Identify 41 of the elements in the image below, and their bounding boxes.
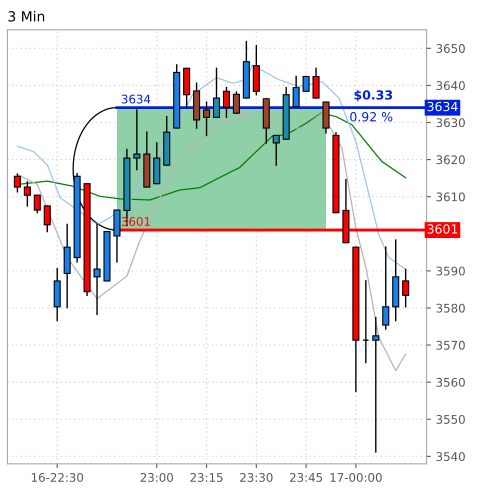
y-tick-label: 3580 [436,304,465,313]
x-tick-label: 23:15 [190,472,223,482]
x-tick-label: 23:30 [240,472,273,482]
candlestick [382,246,390,330]
candlestick [133,109,140,170]
text: 3634 [122,94,150,104]
candlestick [232,91,240,114]
candlestick [222,86,230,118]
annotation: $0.33 [354,90,392,102]
x-tick-label: 17-00:00 [330,472,382,482]
candlestick [312,68,320,99]
ref-line-label: 3601 [428,224,458,234]
ref-line-label: 3634 [428,102,458,112]
candlestick [44,205,51,232]
chart-title: 3 Min [8,10,44,22]
y-tick-label: 3570 [436,340,465,350]
candlestick [402,268,410,308]
candlestick [272,134,280,166]
y-tick-label: 3630 [436,118,465,128]
line-series [16,64,406,270]
candlestick [212,68,220,118]
candlestick [203,101,210,136]
candlestick [372,316,380,453]
candlestick [14,173,21,193]
y-tick-label: 3640 [436,81,465,90]
y-tick-label: 3540 [436,452,465,461]
y-tick-label: 3590 [436,266,465,276]
candlestick [363,280,369,364]
y-tick-label: 3620 [436,155,465,164]
candlestick [34,194,41,214]
annotation: 0.92 % [350,112,392,122]
candlestick [292,76,300,108]
candlestick [24,181,31,207]
y-tick-label: 3610 [436,192,465,202]
candlestick [302,76,310,92]
x-tick-label: 23:00 [140,472,173,482]
y-tick-label: 3650 [436,44,465,53]
y-tick-label: 3560 [436,378,465,387]
y-tick-label: 3550 [436,414,465,424]
x-tick-label: 23:45 [290,472,322,482]
x-tick-label: 16-22:30 [32,472,84,482]
